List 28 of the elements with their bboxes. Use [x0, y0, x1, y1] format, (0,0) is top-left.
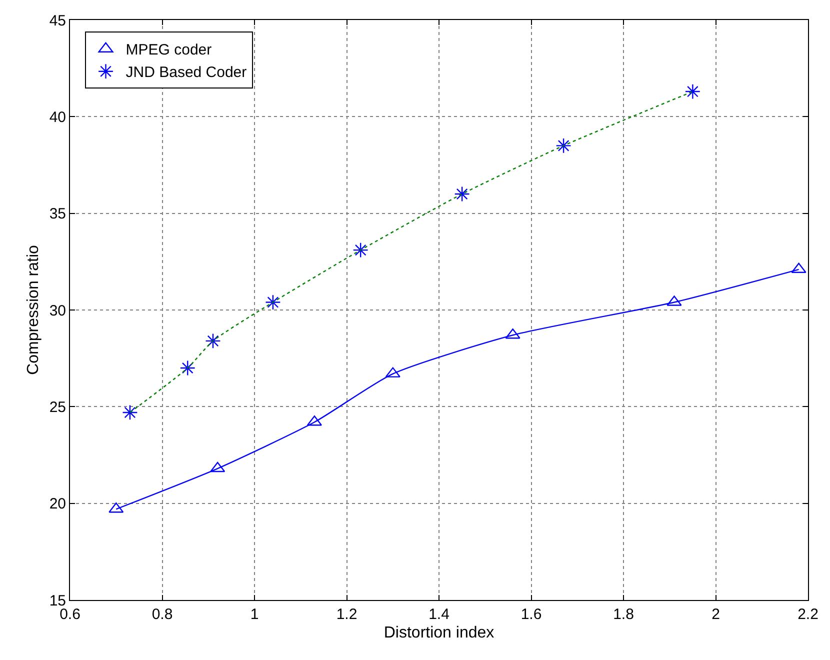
point [556, 138, 572, 154]
y-axis-title: Compression ratio [25, 244, 42, 375]
x-tick-label: 1 [250, 606, 259, 623]
point [684, 84, 700, 100]
x-tick-label: 1.4 [428, 606, 450, 623]
point [122, 404, 138, 420]
point [210, 462, 226, 472]
x-tick-label: 0.8 [152, 606, 173, 623]
point [352, 242, 368, 258]
legend-label: MPEG coder [126, 42, 212, 59]
x-tick-label: 1.6 [520, 606, 542, 623]
x-tick-label: 2 [712, 606, 720, 623]
y-tick-label: 35 [49, 206, 66, 223]
y-tick-label: 30 [49, 302, 66, 320]
point [454, 186, 470, 202]
point [205, 333, 221, 349]
y-tick-label: 20 [49, 496, 66, 513]
y-tick-label: 40 [49, 108, 66, 126]
legend-label: JND Based Coder [126, 64, 247, 82]
y-tick-label: 25 [49, 398, 66, 416]
point [265, 294, 281, 310]
line-series [129, 90, 694, 414]
x-tick-label: 2.2 [798, 606, 818, 623]
x-tick-label: 1.8 [613, 606, 634, 623]
y-tick-label: 45 [49, 12, 66, 30]
x-axis-title: Distortion index [384, 624, 494, 642]
x-tick-label: 1.2 [336, 606, 358, 623]
point [180, 360, 196, 376]
